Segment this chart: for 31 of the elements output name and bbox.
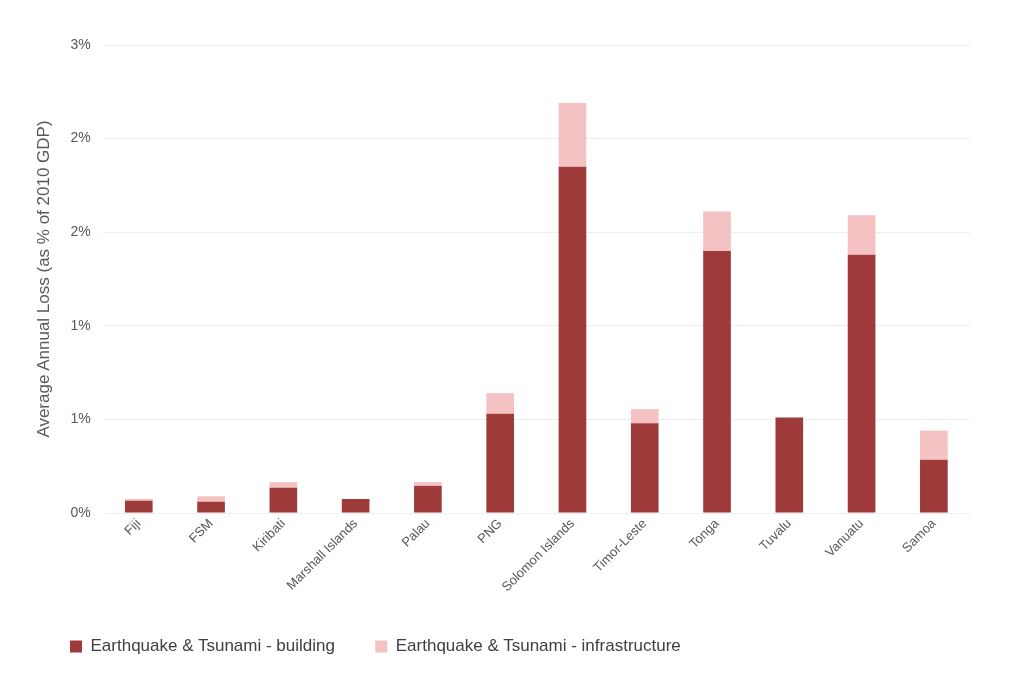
- legend-label: Earthquake & Tsunami - building: [90, 636, 335, 656]
- y-tick-label: 1%: [70, 316, 91, 333]
- x-tick-label: Fiji: [121, 515, 144, 538]
- bar: [124, 500, 153, 513]
- y-tick-label: 2%: [70, 223, 91, 240]
- bar: [269, 482, 298, 488]
- bar: [197, 496, 225, 502]
- bar: [341, 498, 370, 513]
- bar: [703, 211, 731, 251]
- bar: [775, 417, 804, 513]
- bar: [558, 166, 587, 513]
- bar: [486, 413, 514, 513]
- bar: [269, 487, 298, 513]
- bar: [414, 485, 442, 513]
- bar: [486, 393, 514, 414]
- y-axis-title: Average Annual Loss (as % of 2010 GDP): [33, 120, 53, 438]
- bar: [920, 459, 948, 513]
- bar: [847, 254, 876, 513]
- y-tick-label: 1%: [70, 410, 91, 427]
- bar: [703, 250, 731, 513]
- bar: [630, 409, 659, 424]
- bar: [920, 430, 948, 460]
- y-tick-label: 0%: [70, 503, 91, 520]
- bar: [847, 215, 876, 255]
- bar: [414, 482, 442, 486]
- bar: [558, 103, 587, 167]
- bar: [630, 423, 659, 513]
- legend-label: Earthquake & Tsunami - infrastructure: [395, 636, 681, 656]
- y-tick-label: 2%: [70, 129, 91, 146]
- y-tick-label: 3%: [70, 35, 91, 52]
- bar: [197, 501, 225, 513]
